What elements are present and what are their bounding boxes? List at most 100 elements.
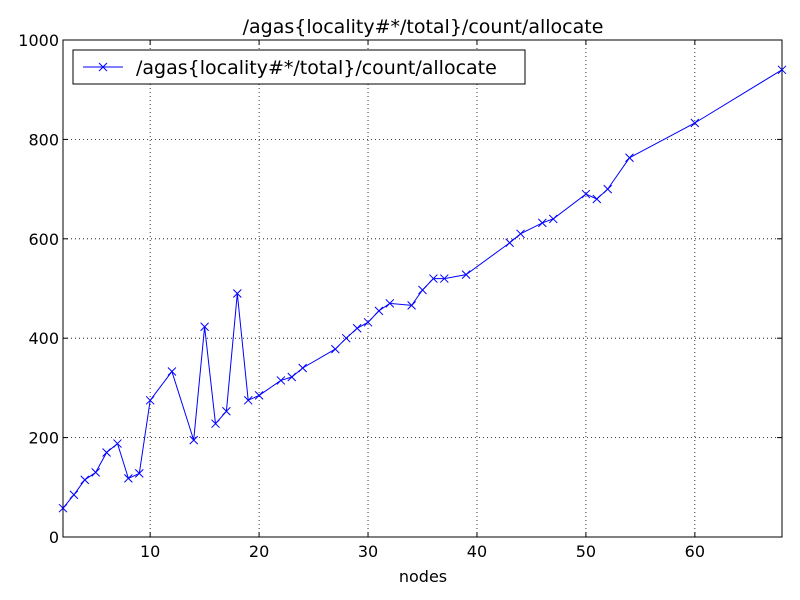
data-point-stroke (429, 274, 438, 283)
grid-lines (63, 39, 782, 538)
data-point (189, 435, 199, 445)
data-point (69, 490, 79, 500)
data-point (243, 395, 253, 405)
data-point (505, 238, 515, 248)
data-point-stroke (243, 395, 253, 405)
legend-marker-x-icon (98, 62, 108, 72)
data-point (363, 317, 373, 327)
data-point-stroke (537, 218, 547, 228)
data-point-stroke (581, 189, 591, 199)
data-point-stroke (91, 468, 101, 477)
data-point-stroke (625, 153, 634, 163)
data-point (200, 322, 209, 332)
data-point-stroke (102, 448, 111, 457)
data-point-stroke (145, 395, 155, 405)
data-point-stroke (385, 299, 395, 308)
data-point (374, 306, 384, 316)
data-point (407, 301, 416, 310)
data-point-stroke (603, 184, 613, 194)
data-point-stroke (407, 301, 416, 310)
data-point-stroke (222, 406, 231, 416)
data-point (58, 503, 68, 513)
chart-title: /agas{locality#*/total}/count/allocate (243, 16, 604, 38)
y-tick-label: 200 (28, 429, 59, 448)
data-point (211, 419, 220, 429)
data-point-stroke (113, 439, 122, 448)
data-point (461, 270, 471, 279)
data-point (167, 367, 177, 376)
plot-area-frame (62, 39, 783, 538)
data-point-stroke (276, 376, 286, 385)
data-point (385, 299, 395, 308)
data-point-stroke (58, 503, 68, 513)
data-point-stroke (287, 372, 297, 382)
legend-label: /agas{locality#*/total}/count/allocate (136, 57, 497, 79)
data-point (581, 189, 591, 199)
data-point (330, 344, 340, 354)
data-point (232, 289, 242, 298)
x-tick-label: 10 (140, 542, 160, 561)
data-point (429, 274, 438, 283)
y-tick-label: 600 (28, 230, 59, 249)
legend-marker-stroke (98, 62, 108, 72)
data-point (222, 406, 231, 416)
data-point (113, 439, 122, 448)
data-point-stroke (298, 363, 308, 373)
x-tick-label: 60 (685, 542, 705, 561)
data-point (537, 218, 547, 228)
data-point-stroke (439, 274, 449, 283)
x-axis-label: nodes (399, 567, 447, 586)
data-point-stroke (189, 435, 199, 445)
data-point-stroke (80, 475, 90, 485)
data-point-stroke (516, 229, 525, 239)
data-point-stroke (690, 118, 700, 128)
data-point-stroke (200, 322, 209, 332)
data-point (352, 323, 362, 333)
data-point (603, 184, 613, 194)
data-point-stroke (363, 317, 373, 327)
data-point (102, 448, 111, 457)
x-tick-label: 30 (358, 542, 378, 561)
data-point-stroke (374, 306, 384, 316)
x-tick-label: 40 (467, 542, 487, 561)
legend: /agas{locality#*/total}/count/allocate (72, 49, 526, 85)
y-tick-label: 0 (49, 528, 59, 547)
data-point-stroke (330, 344, 340, 354)
y-tick-label: 400 (28, 329, 59, 348)
series-group (58, 65, 787, 513)
data-point (439, 274, 449, 283)
data-point (592, 194, 602, 204)
y-tick-label: 1000 (18, 31, 59, 50)
data-point-stroke (352, 323, 362, 333)
data-point (91, 468, 101, 477)
y-tick-label: 800 (28, 130, 59, 149)
data-point-stroke (341, 333, 351, 343)
data-point (298, 363, 308, 373)
x-tick-label: 20 (249, 542, 269, 561)
data-point-stroke (548, 214, 558, 224)
data-point-stroke (461, 270, 471, 279)
data-point (254, 391, 264, 400)
data-point (80, 475, 90, 485)
legend-box (72, 49, 526, 85)
data-point-stroke (167, 367, 177, 376)
data-point-stroke (418, 285, 427, 295)
data-point (145, 395, 155, 405)
data-point-stroke (69, 490, 79, 500)
data-point-stroke (505, 238, 515, 248)
data-point-stroke (232, 289, 242, 298)
data-point (418, 285, 427, 295)
data-point (777, 65, 787, 75)
x-tick-label: 50 (576, 542, 596, 561)
data-point-stroke (134, 469, 144, 478)
data-point (287, 372, 297, 382)
data-point (625, 153, 634, 163)
data-point (276, 376, 286, 385)
data-point (690, 118, 700, 128)
data-point (548, 214, 558, 224)
series-line (62, 69, 783, 509)
data-point-stroke (124, 474, 133, 483)
data-point (134, 469, 144, 478)
